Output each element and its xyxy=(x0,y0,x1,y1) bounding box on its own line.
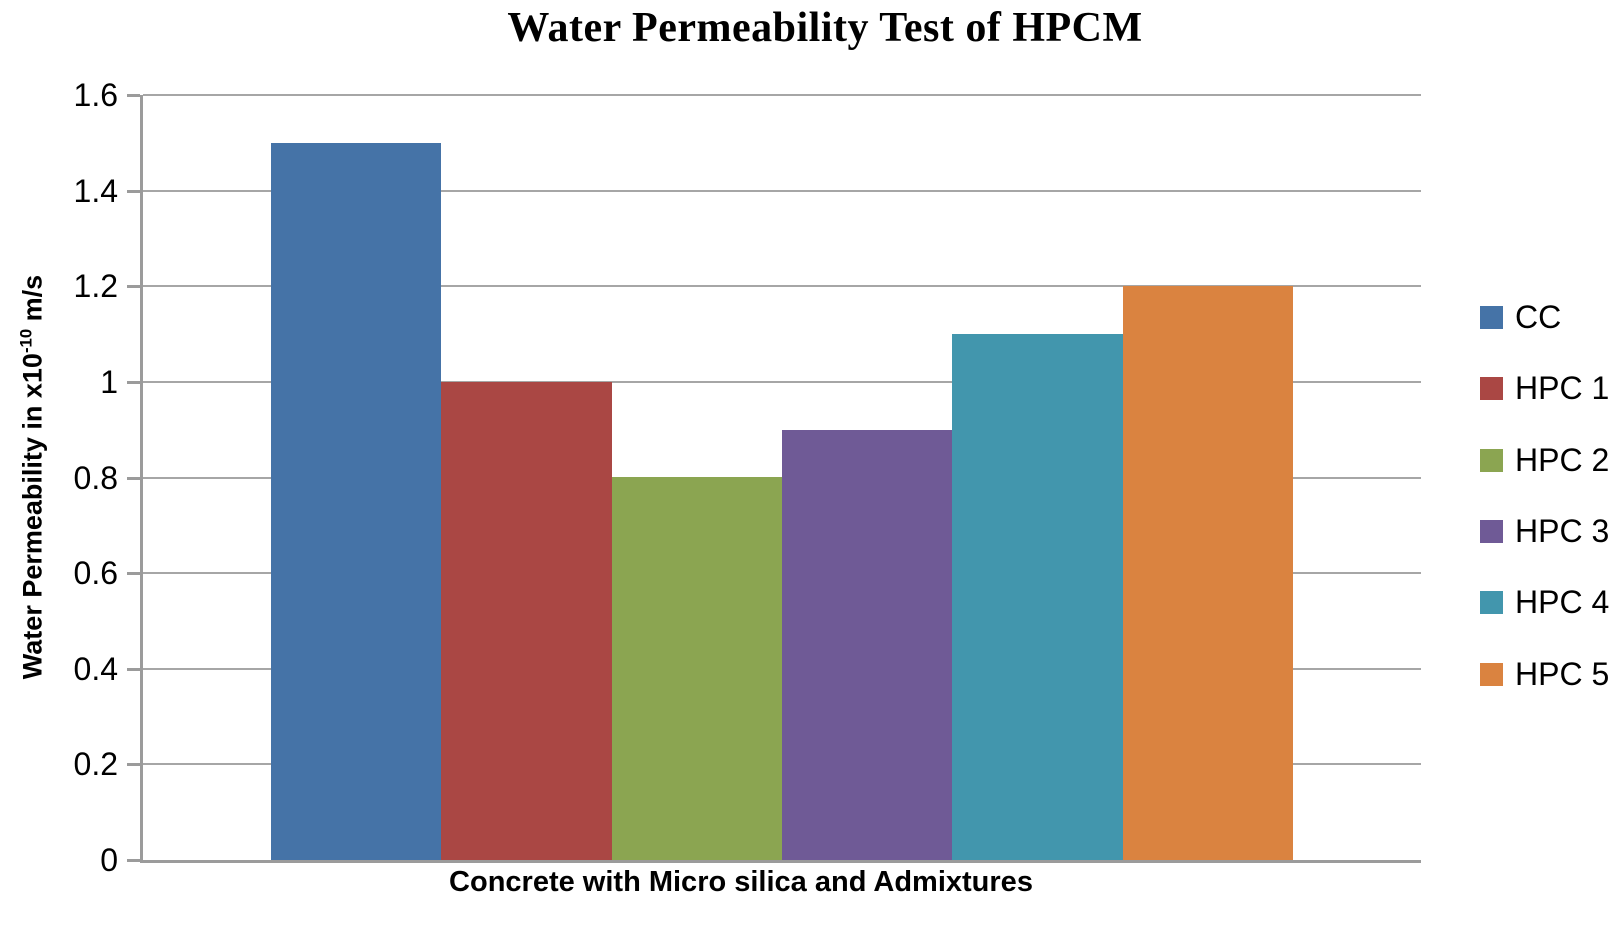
y-tick-label-0.8: 0.8 xyxy=(73,460,118,496)
legend-swatch-icon xyxy=(1480,448,1503,472)
y-tick-label-0: 0 xyxy=(100,842,118,878)
legend-label: HPC 3 xyxy=(1515,513,1610,549)
bar-cc xyxy=(271,143,441,860)
y-tick-label-0.4: 0.4 xyxy=(73,651,118,687)
y-tick-mark-0 xyxy=(127,859,140,862)
y-tick-label-0.2: 0.2 xyxy=(73,746,118,782)
legend-label: HPC 2 xyxy=(1515,442,1610,478)
y-tick-mark-0.4 xyxy=(127,668,140,671)
legend-item-hpc-4: HPC 4 xyxy=(1480,584,1609,620)
bar-hpc-2 xyxy=(612,477,782,860)
legend-item-hpc-3: HPC 3 xyxy=(1480,513,1609,549)
y-tick-mark-0.2 xyxy=(127,763,140,766)
y-tick-label-1: 1 xyxy=(100,364,118,400)
y-tick-label-1.2: 1.2 xyxy=(73,268,118,304)
gridline-y-1.4 xyxy=(143,189,1421,192)
bar-hpc-3 xyxy=(782,430,952,860)
bar-hpc-5 xyxy=(1123,286,1293,860)
gridline-y-1.2 xyxy=(143,285,1421,288)
legend-item-hpc-2: HPC 2 xyxy=(1480,442,1609,478)
bar-hpc-1 xyxy=(441,382,612,860)
y-tick-mark-1.6 xyxy=(127,94,140,97)
legend-item-cc: CC xyxy=(1480,299,1561,335)
legend-item-hpc-1: HPC 1 xyxy=(1480,370,1609,406)
legend-item-hpc-5: HPC 5 xyxy=(1480,656,1609,692)
y-tick-mark-1 xyxy=(127,381,140,384)
legend-swatch-icon xyxy=(1480,519,1503,543)
legend-label: HPC 1 xyxy=(1515,370,1610,406)
x-axis-title: Concrete with Micro silica and Admixture… xyxy=(449,866,1033,898)
legend-label: HPC 4 xyxy=(1515,584,1610,620)
legend-swatch-icon xyxy=(1480,376,1503,400)
bar-hpc-4 xyxy=(952,334,1123,860)
legend-swatch-icon xyxy=(1480,590,1503,614)
plot-area xyxy=(140,94,1421,863)
y-tick-label-1.4: 1.4 xyxy=(73,173,118,209)
gridline-y-1 xyxy=(143,380,1421,383)
y-tick-label-0.6: 0.6 xyxy=(73,555,118,591)
legend-label: CC xyxy=(1515,299,1562,335)
y-axis-title-exponent: -10 xyxy=(16,328,36,354)
y-tick-mark-1.2 xyxy=(127,285,140,288)
legend-swatch-icon xyxy=(1480,662,1503,686)
legend-swatch-icon xyxy=(1480,305,1503,329)
y-tick-mark-1.4 xyxy=(127,190,140,193)
y-tick-mark-0.6 xyxy=(127,572,140,575)
gridline-y-1.6 xyxy=(143,94,1421,96)
legend-label: HPC 5 xyxy=(1515,656,1610,692)
y-tick-label-1.6: 1.6 xyxy=(73,77,118,113)
chart-title: Water Permeability Test of HPCM xyxy=(507,5,1143,51)
y-tick-mark-0.8 xyxy=(127,477,140,480)
